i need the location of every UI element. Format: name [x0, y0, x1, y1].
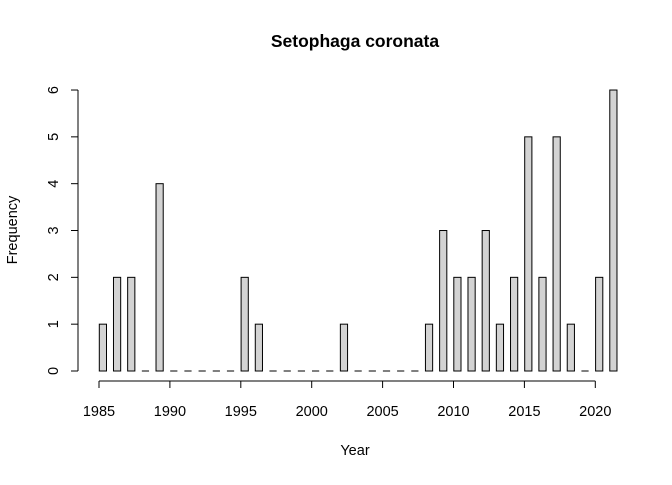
- bars-group: [98, 89, 618, 372]
- bar-2011: [467, 276, 476, 372]
- bar-2012: [481, 230, 490, 372]
- y-tick-label-6: 6: [46, 86, 62, 94]
- x-tick-label-1995: 1995: [225, 404, 257, 420]
- chart-title: Setophaga coronata: [271, 31, 439, 51]
- y-tick-label-0: 0: [46, 367, 62, 375]
- bar-2013: [495, 323, 505, 372]
- y-tick-label-2: 2: [46, 273, 62, 281]
- y-tick-label-3: 3: [46, 226, 62, 234]
- x-tick-label-2000: 2000: [296, 404, 328, 420]
- bar-2010: [453, 276, 462, 372]
- y-tick-label-1: 1: [46, 320, 62, 328]
- bar-2017: [552, 136, 561, 372]
- bar-2020: [595, 276, 604, 372]
- bar-2014: [510, 276, 519, 372]
- bar-2015: [524, 136, 533, 372]
- bar-1985: [98, 323, 108, 372]
- x-tick-label-1985: 1985: [83, 404, 115, 420]
- x-tick-label-2020: 2020: [579, 404, 611, 420]
- x-axis-label: Year: [340, 443, 369, 459]
- x-axis: 1985 1990 1995 2000 2005 2010 2015 2020: [83, 380, 611, 420]
- bar-1989: [155, 183, 164, 372]
- bar-1996: [254, 323, 263, 372]
- x-tick-label-1990: 1990: [154, 404, 186, 420]
- y-axis-label: Frequency: [5, 195, 21, 264]
- x-tick-label-2010: 2010: [437, 404, 469, 420]
- bar-1987: [127, 276, 136, 372]
- x-tick-label-2015: 2015: [508, 404, 540, 420]
- bar-2016: [538, 276, 547, 372]
- bar-2002: [339, 323, 349, 372]
- bar-1986: [112, 276, 122, 372]
- bar-2021: [609, 89, 618, 372]
- bar-2018: [566, 323, 575, 372]
- y-axis: 0 1 2 3 4 5 6: [46, 86, 79, 375]
- y-tick-label-4: 4: [46, 180, 62, 188]
- x-tick-label-2005: 2005: [366, 404, 398, 420]
- bar-2008: [424, 323, 434, 372]
- y-tick-label-5: 5: [46, 133, 62, 141]
- bar-2009: [439, 230, 448, 372]
- bar-1995: [240, 276, 249, 372]
